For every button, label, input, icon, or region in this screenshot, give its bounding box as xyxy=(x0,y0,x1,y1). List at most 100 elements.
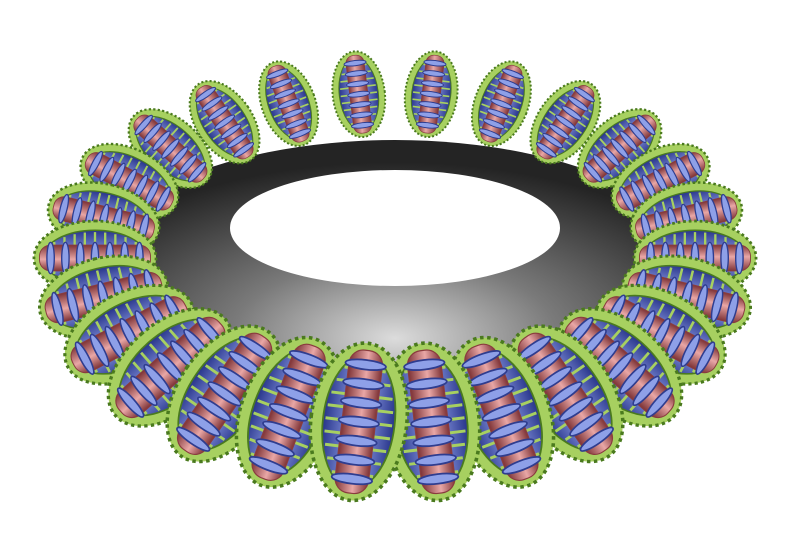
tube-ring xyxy=(686,150,702,177)
tube-ring xyxy=(58,193,70,224)
tube-ring xyxy=(349,111,373,119)
tube-ring xyxy=(403,358,446,371)
ring-segment xyxy=(258,60,320,147)
tube-ring xyxy=(266,68,289,79)
tube-ring xyxy=(535,142,557,158)
tube-ring xyxy=(152,130,171,151)
tube-ring xyxy=(554,114,576,130)
tube-ring xyxy=(423,59,447,67)
ring-segment xyxy=(127,108,214,190)
tube-ring xyxy=(422,70,446,77)
tube-ring xyxy=(405,377,448,390)
tube-ring xyxy=(143,122,162,144)
tube-ring xyxy=(255,438,295,457)
tube-ring xyxy=(619,130,638,151)
tube-ring xyxy=(176,426,211,452)
tube-ring xyxy=(418,101,442,108)
tube-ring xyxy=(416,472,460,486)
tube-ring xyxy=(569,411,604,437)
tube-ring xyxy=(628,122,647,144)
ring-segment xyxy=(470,60,532,147)
tube-ring xyxy=(248,456,289,475)
tube-ring xyxy=(201,96,223,112)
tube-ring xyxy=(610,138,629,159)
tube-ring xyxy=(196,396,232,422)
tube-ring xyxy=(339,396,383,410)
tube-ring xyxy=(342,377,385,390)
ring-segment xyxy=(380,341,482,503)
ring-segment xyxy=(403,50,459,139)
tube-ring xyxy=(170,146,189,167)
tube-ring xyxy=(343,59,367,67)
tube-ring xyxy=(419,90,443,98)
tube-ring xyxy=(710,287,724,323)
tube-ring xyxy=(134,114,153,136)
tube-ring xyxy=(417,111,441,119)
tube-ring xyxy=(214,114,236,130)
tube-ring xyxy=(542,132,564,149)
tube-ring xyxy=(333,453,376,467)
tube-ring xyxy=(486,108,509,119)
tube-ring xyxy=(601,146,620,167)
tube-ring xyxy=(412,434,455,448)
tube-ring xyxy=(277,98,300,109)
tube-ring xyxy=(548,123,570,140)
tube-ring xyxy=(337,415,380,429)
tube-ring xyxy=(143,363,171,395)
tube-ring xyxy=(619,363,647,395)
tube-ring xyxy=(178,154,198,175)
tube-ring xyxy=(579,426,614,452)
ring-segment xyxy=(308,341,410,503)
tube-ring xyxy=(482,118,505,129)
tube-ring xyxy=(680,333,701,368)
tube-ring xyxy=(583,162,603,183)
tube-ring xyxy=(632,375,660,407)
tube-ring xyxy=(619,186,635,212)
tube-ring xyxy=(726,291,739,326)
ring-segment xyxy=(529,79,602,165)
tube-ring xyxy=(637,114,656,136)
tube-ring xyxy=(415,121,439,129)
tube-ring xyxy=(592,154,612,175)
tube-ring xyxy=(494,88,517,99)
tube-ring xyxy=(187,162,207,183)
tube-ring xyxy=(675,156,691,183)
tube-ring xyxy=(226,132,248,149)
tube-ring xyxy=(89,333,110,368)
tube-ring xyxy=(220,123,242,140)
tube-ring xyxy=(269,78,293,89)
tube-ring xyxy=(46,241,55,275)
tube-ring xyxy=(347,90,371,98)
tube-ring xyxy=(161,138,180,159)
tube-ring xyxy=(344,358,387,371)
tube-ring xyxy=(268,403,309,422)
tube-ring xyxy=(461,349,501,369)
tube-ring xyxy=(720,241,729,275)
tube-ring xyxy=(351,121,375,129)
tube-ring xyxy=(410,415,453,429)
tube-ring xyxy=(735,241,744,275)
tube-ring xyxy=(561,105,583,121)
tube-ring xyxy=(233,142,255,158)
tube-ring xyxy=(116,387,145,418)
tube-ring xyxy=(262,420,302,440)
tube-ring xyxy=(420,80,444,88)
ring-segment xyxy=(188,79,261,165)
tube-ring xyxy=(478,128,502,139)
tube-ring xyxy=(335,434,378,448)
tube-ring xyxy=(414,453,457,467)
tube-ring xyxy=(207,381,242,407)
tube-ring xyxy=(348,101,372,108)
tube-ring xyxy=(346,80,370,88)
tube-ring xyxy=(66,287,80,323)
tube-ring xyxy=(488,420,528,440)
tube-ring xyxy=(74,341,95,375)
tube-ring xyxy=(490,98,513,109)
tube-ring xyxy=(195,86,216,103)
tube-ring xyxy=(330,472,374,486)
tube-ring xyxy=(207,105,229,121)
tube-ring xyxy=(99,156,115,183)
torus-hole xyxy=(235,174,555,282)
tube-ring xyxy=(501,68,524,79)
